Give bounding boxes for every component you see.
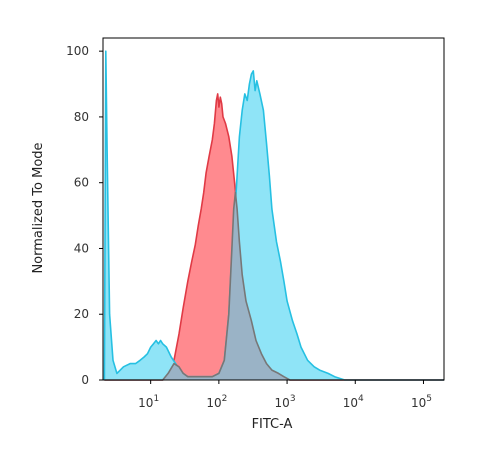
x-tick-label: 101 xyxy=(138,394,159,410)
plot-frame xyxy=(102,37,445,381)
histogram-series-3-outline xyxy=(104,191,444,381)
y-tick-label: 60 xyxy=(74,176,89,190)
y-tick-label: 20 xyxy=(74,307,89,321)
histogram-series-2-fill xyxy=(104,51,445,380)
y-axis-title: Normalized To Mode xyxy=(31,142,46,273)
series-layer xyxy=(103,50,445,381)
y-tick-label: 100 xyxy=(66,44,89,58)
histogram-series-1-fill xyxy=(104,93,445,381)
x-tick-label: 102 xyxy=(206,394,227,410)
x-tick-label: 103 xyxy=(275,394,296,410)
y-tick-label: 40 xyxy=(74,241,89,255)
tick-layer: 0 20 40 60 80 100 101 102 103 104 105 xyxy=(66,44,432,410)
y-tick-label: 0 xyxy=(81,373,89,387)
x-tick-label: 105 xyxy=(411,394,432,410)
x-axis-title: FITC-A xyxy=(252,417,293,432)
y-tick-label: 80 xyxy=(74,110,89,124)
x-tick-label: 104 xyxy=(343,394,364,410)
